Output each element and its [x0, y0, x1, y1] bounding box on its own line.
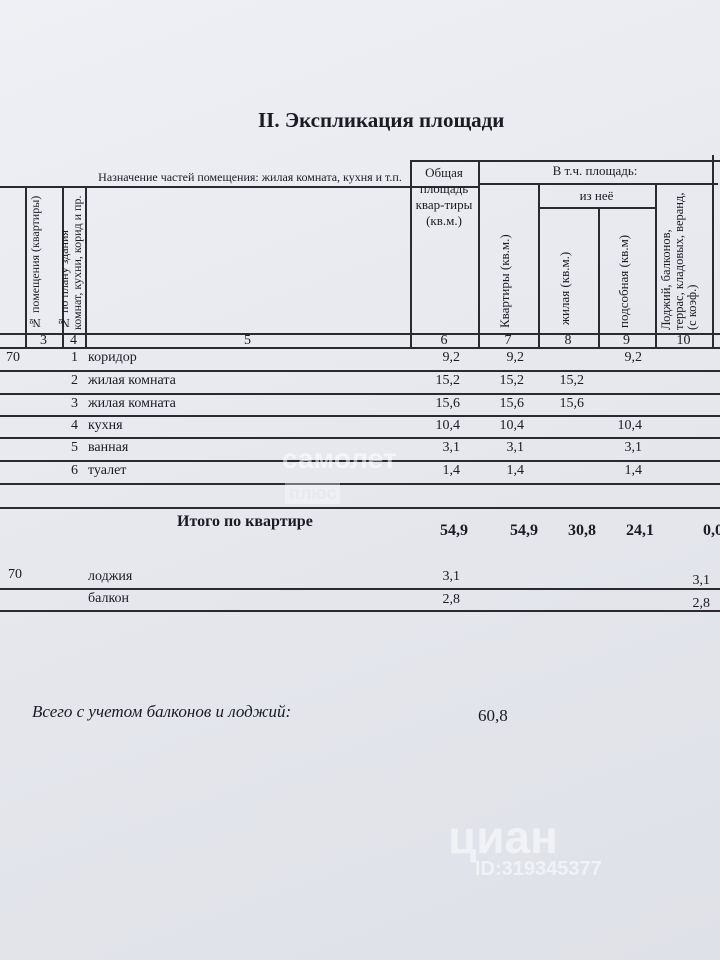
row-total: 9,2 — [442, 350, 461, 365]
row-plan-no: 3 — [71, 396, 78, 411]
page-title: II. Экспликация площади — [258, 108, 505, 132]
row-plan-no: 1 — [71, 350, 78, 365]
header-apartment: Квартиры (кв.м.) — [497, 234, 512, 328]
col-number: 4 — [70, 333, 77, 348]
divider — [85, 186, 87, 347]
col-number: 9 — [623, 333, 630, 348]
row-auxiliary: 10,4 — [617, 418, 643, 433]
row-total: 15,2 — [435, 373, 461, 388]
summary-apt: 54,9 — [510, 522, 538, 539]
extra-name: лоджия — [88, 569, 133, 584]
summary-label: Итого по квартире — [177, 513, 313, 530]
divider — [655, 183, 657, 347]
row-name: жилая комната — [88, 396, 176, 411]
summary-total: 54,9 — [440, 522, 468, 539]
row-apartment: 10,4 — [499, 418, 525, 433]
divider — [0, 507, 720, 509]
col-number: 3 — [40, 333, 47, 348]
header-living: жилая (кв.м.) — [557, 251, 572, 325]
col-number: 7 — [504, 333, 512, 348]
summary-loggias: 0,0 — [703, 522, 720, 539]
extra-total: 3,1 — [442, 569, 461, 584]
divider — [0, 393, 720, 395]
divider — [0, 483, 720, 485]
divider — [478, 183, 718, 185]
divider — [538, 183, 540, 347]
row-auxiliary: 3,1 — [624, 440, 643, 455]
col-number: 10 — [676, 333, 691, 348]
extra-loggias: 3,1 — [692, 573, 711, 588]
divider — [62, 186, 64, 347]
extra-total: 2,8 — [442, 592, 461, 607]
row-total: 1,4 — [442, 463, 461, 478]
row-name: жилая комната — [88, 373, 176, 388]
row-auxiliary: 9,2 — [624, 350, 643, 365]
header-of-which: из неё — [579, 188, 614, 203]
extra-loggias: 2,8 — [692, 596, 711, 611]
row-total: 10,4 — [435, 418, 461, 433]
row-auxiliary: 1,4 — [624, 463, 643, 478]
header-purpose: Назначение частей помещения: жилая комна… — [98, 170, 402, 184]
row-apartment: 3,1 — [506, 440, 525, 455]
row-total: 15,6 — [435, 396, 461, 411]
row-name: коридор — [88, 350, 137, 365]
divider — [410, 160, 412, 347]
divider — [478, 160, 480, 347]
row-apartment: 9,2 — [506, 350, 525, 365]
divider — [0, 370, 720, 372]
row-total: 3,1 — [442, 440, 461, 455]
divider — [0, 347, 720, 349]
divider — [0, 610, 720, 612]
col-number: 8 — [564, 333, 572, 348]
row-name: туалет — [88, 463, 127, 478]
row-living: 15,2 — [559, 373, 585, 388]
divider — [598, 207, 600, 347]
col-number: 6 — [440, 333, 448, 348]
divider — [0, 415, 720, 417]
extra-room: 70 — [8, 567, 22, 582]
row-plan-no: 6 — [71, 463, 78, 478]
divider — [712, 155, 714, 347]
row-name: ванная — [88, 440, 129, 455]
grand-total-label: Всего с учетом балконов и лоджий: — [32, 702, 292, 721]
table-top-line-right — [410, 160, 720, 162]
row-plan-no: 4 — [71, 418, 78, 433]
samolet-plus-watermark: плюс — [285, 483, 341, 504]
samolet-watermark: самолет — [282, 443, 397, 474]
row-living: 15,6 — [559, 396, 585, 411]
header-auxiliary: подсобная (кв.м) — [616, 234, 631, 328]
divider — [0, 588, 720, 590]
summary-living: 30,8 — [568, 522, 596, 539]
divider — [538, 207, 655, 209]
row-plan-no: 5 — [71, 440, 78, 455]
header-incl: В т.ч. площадь: — [552, 163, 638, 178]
divider — [0, 437, 720, 439]
extra-name: балкон — [88, 591, 130, 606]
header-total: Общая площадь квар-тиры (кв.м.) — [415, 165, 473, 228]
row-apartment: 15,6 — [499, 396, 525, 411]
grand-total-value: 60,8 — [478, 706, 508, 725]
summary-aux: 24,1 — [626, 522, 654, 539]
col-number: 5 — [244, 333, 251, 348]
divider — [0, 460, 720, 462]
row-plan-no: 2 — [71, 373, 78, 388]
divider — [25, 186, 27, 347]
header-plan-no: № по плану здания комнат, кухни, корид и… — [57, 195, 84, 330]
cian-watermark: циан — [448, 811, 558, 863]
row-apartment: 1,4 — [506, 463, 525, 478]
divider — [0, 333, 720, 335]
row-room-no: 70 — [6, 350, 20, 365]
table-top-line — [0, 186, 478, 188]
row-name: кухня — [88, 418, 123, 433]
cian-id-watermark: ID:319345377 — [475, 858, 602, 880]
header-room-no: № помещения (квартиры) — [28, 195, 42, 330]
header-loggias: Лоджий, балконов, террас, кладовых, вера… — [659, 192, 699, 330]
row-apartment: 15,2 — [499, 373, 525, 388]
